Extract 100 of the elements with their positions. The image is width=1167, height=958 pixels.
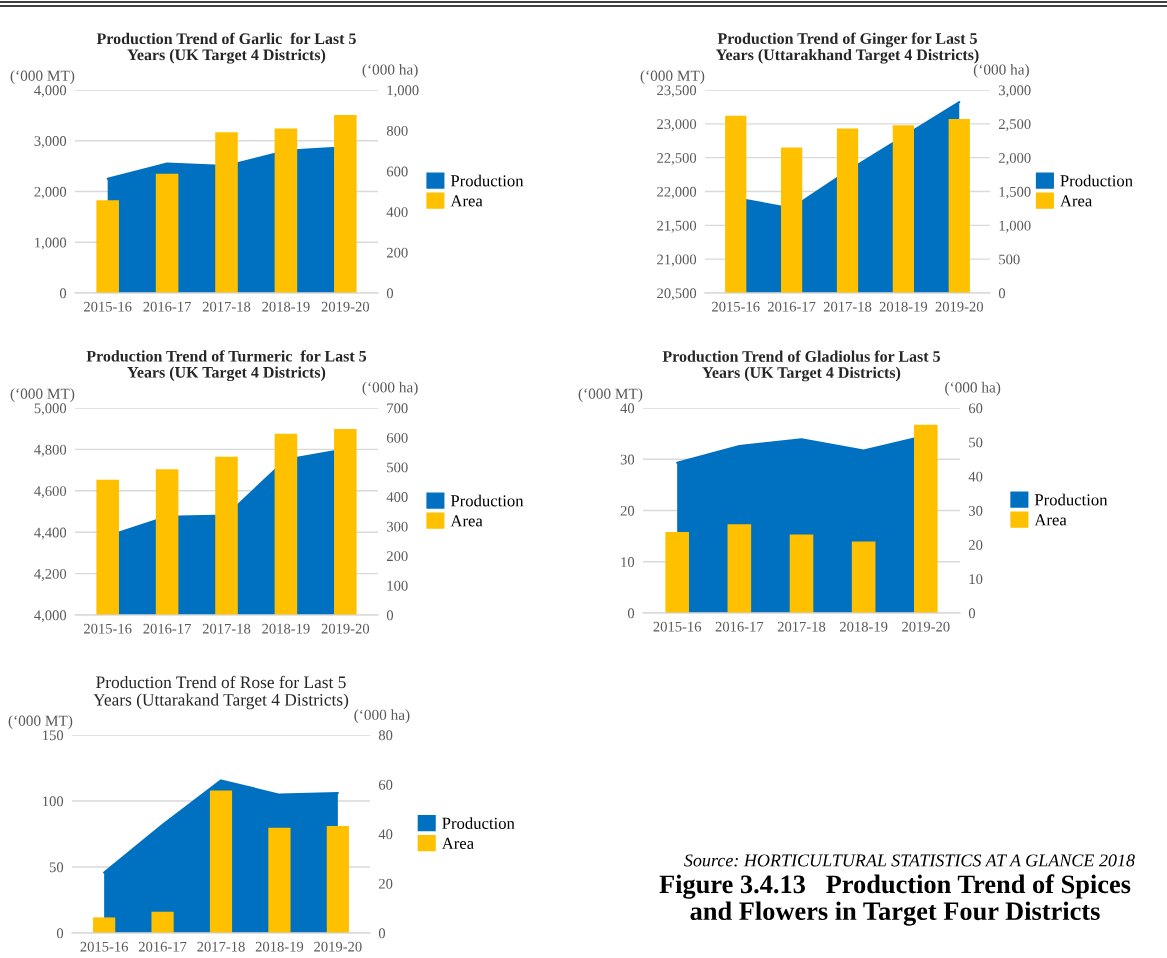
bar	[892, 125, 914, 293]
y-tick-label: 30	[620, 454, 635, 465]
bar	[155, 469, 179, 615]
bar	[914, 424, 938, 613]
x-tick-label: 2016-17	[143, 301, 191, 312]
x-tick-label: 2019-20	[321, 623, 370, 634]
bar	[665, 532, 689, 613]
x-tick-label: 2015-16	[80, 941, 129, 952]
x-tick-label: 2015-16	[84, 623, 132, 634]
x-tick-label: 2017-18	[777, 621, 826, 632]
x-tick-label: 2019-20	[314, 941, 362, 952]
y2-tick-label: 1,000	[387, 85, 419, 98]
x-tick-label: 2019-20	[935, 301, 984, 312]
chart-title: Production Trend of Rose for Last 5 Years (Uttarakand Target 4 Districts)	[93, 675, 349, 710]
x-tick-label: 2016-17	[143, 623, 191, 634]
y-tick-label: 0	[59, 288, 67, 299]
y2-tick-label: 600	[386, 166, 408, 177]
bar	[93, 917, 116, 933]
chart-title: Production Trend of Ginger for Last 5 Years (Uttarakhand Target 4 Districts)	[716, 32, 979, 64]
y2-tick-label: 0	[386, 610, 394, 621]
x-tick-label: 2017-18	[823, 301, 872, 312]
y2-tick-label: 80	[378, 730, 393, 741]
legend-label: Production	[450, 494, 524, 507]
y-tick-label: 20	[620, 505, 635, 516]
bar	[215, 132, 238, 293]
y2-tick-label: 60	[968, 403, 983, 414]
y2-tick-label: 500	[387, 462, 408, 473]
legend-label: Production	[442, 817, 515, 829]
x-tick-label: 2019-20	[902, 621, 950, 632]
legend-label: Area	[1060, 195, 1093, 207]
legend-label: Production	[450, 174, 524, 187]
y-tick-label: 100	[43, 796, 64, 807]
y2-tick-label: 1,000	[999, 220, 1031, 233]
y2-tick-label: 50	[969, 437, 983, 448]
y2-tick-label: 1,500	[999, 186, 1031, 199]
bar	[334, 429, 357, 615]
x-tick-label: 2016-17	[767, 301, 816, 312]
y-tick-label: 23,500	[657, 85, 697, 98]
y2-tick-label: 200	[386, 247, 408, 258]
source-note: Source: HORTICULTURAL STATISTICS AT A GLANCE 2018	[684, 854, 1135, 867]
y2-tick-label: 30	[969, 505, 983, 516]
y2-tick-label: 100	[387, 580, 408, 591]
chart-title: Production Trend of Garlic for Last 5 Years (UK Target 4 Districts)	[96, 32, 356, 64]
y2-tick-label: 3,000	[999, 85, 1031, 98]
y-tick-label: 23,000	[657, 119, 697, 132]
bar	[96, 479, 119, 615]
y-tick-label: 21,000	[657, 254, 697, 267]
chart-title: Production Trend of Gladiolus for Last 5 Years (UK Target 4 Districts)	[662, 350, 940, 382]
x-tick-label: 2018-19	[262, 301, 310, 312]
caption: Figure 3.4.13 Production Trend of Spices and Flowers in Target Four Districts	[659, 874, 1131, 926]
y-axis-title: (‘000 MT)	[640, 70, 705, 84]
bar	[274, 433, 298, 615]
bar	[836, 128, 859, 293]
y2-tick-label: 200	[386, 551, 408, 562]
y2-tick-label: 60	[378, 779, 393, 790]
y-axis-title: (‘000 MT)	[10, 388, 75, 402]
y2-tick-label: 0	[386, 288, 394, 299]
y-tick-label: 0	[56, 928, 64, 939]
y-tick-label: 4,000	[34, 610, 67, 623]
x-tick-label: 2015-16	[653, 621, 702, 632]
legend-label: Area	[1034, 514, 1067, 526]
x-tick-label: 2019-20	[321, 301, 370, 312]
y2-axis-title: (‘000 ha)	[945, 381, 1001, 396]
bar	[727, 524, 752, 613]
y2-tick-label: 10	[969, 574, 983, 585]
x-tick-label: 2017-18	[202, 301, 251, 312]
legend-label: Production	[1034, 493, 1108, 506]
bar	[334, 114, 357, 293]
y-axis-title: (‘000 MT)	[8, 715, 73, 729]
bar	[268, 827, 291, 933]
y-tick-label: 150	[43, 730, 64, 741]
bar	[326, 826, 349, 933]
y2-tick-label: 40	[968, 471, 983, 482]
bar	[151, 911, 174, 933]
y-tick-label: 40	[620, 403, 635, 414]
y-tick-label: 4,000	[34, 85, 67, 98]
y2-axis-title: (‘000 ha)	[362, 63, 418, 78]
y2-tick-label: 400	[386, 207, 408, 217]
bar	[215, 456, 238, 615]
y-tick-label: 4,800	[34, 444, 67, 457]
y2-tick-label: 0	[378, 928, 386, 939]
x-tick-label: 2018-19	[879, 301, 928, 312]
y-tick-label: 4,600	[34, 486, 67, 499]
y-tick-label: 5,000	[34, 403, 67, 416]
x-tick-label: 2017-18	[197, 941, 245, 952]
x-tick-label: 2015-16	[84, 301, 132, 312]
bar	[789, 534, 814, 613]
bar	[948, 119, 970, 293]
legend-label: Production	[1060, 174, 1133, 187]
y2-tick-label: 0	[968, 608, 976, 619]
y2-tick-label: 400	[386, 492, 408, 502]
x-tick-label: 2017-18	[202, 623, 251, 634]
bar	[155, 173, 179, 293]
y2-tick-label: 0	[998, 288, 1006, 299]
y2-tick-label: 20	[968, 540, 983, 550]
y2-tick-label: 40	[378, 829, 393, 840]
bar	[781, 147, 803, 293]
x-tick-label: 2015-16	[712, 301, 760, 312]
y2-axis-title: (‘000 ha)	[362, 381, 418, 396]
y-tick-label: 2,000	[34, 186, 67, 199]
